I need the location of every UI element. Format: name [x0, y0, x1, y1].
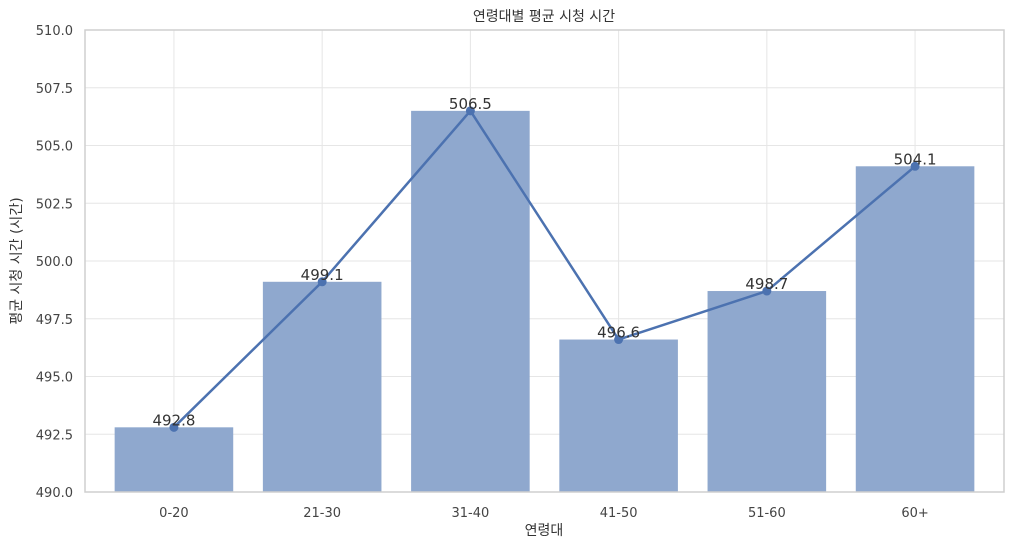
data-point [465, 106, 475, 116]
bar [559, 339, 678, 492]
x-tick-labels: 0-20 21-30 31-40 41-50 51-60 60+ [159, 506, 929, 521]
y-tick-label: 505.0 [36, 140, 73, 155]
x-tick-label: 21-30 [303, 506, 341, 521]
y-tick-label: 502.5 [36, 197, 73, 212]
data-label: 498.7 [745, 275, 788, 293]
x-tick-label: 31-40 [451, 506, 489, 521]
data-point [317, 277, 327, 287]
data-point [762, 286, 772, 296]
y-tick-label: 495.0 [36, 371, 73, 386]
bar [411, 110, 530, 492]
trend-line [169, 106, 920, 432]
data-label: 492.8 [152, 411, 195, 429]
bar [262, 281, 382, 492]
bar [707, 291, 827, 492]
y-axis-label: 평균 시청 시간 (시간) [9, 197, 25, 324]
x-tick-label: 0-20 [159, 506, 189, 521]
x-tick-label: 60+ [901, 506, 928, 521]
bar [114, 427, 234, 492]
data-label: 496.6 [597, 324, 640, 342]
data-labels: 492.8 499.1 506.5 496.6 498.7 504.1 [152, 95, 936, 429]
data-point [169, 422, 179, 432]
y-tick-label: 500.0 [36, 255, 73, 270]
y-tick-label: 490.0 [36, 486, 73, 501]
y-tick-label: 497.5 [36, 313, 73, 328]
data-label: 499.1 [301, 266, 344, 284]
x-tick-label: 41-50 [600, 506, 638, 521]
data-label: 504.1 [894, 150, 937, 168]
bar [855, 166, 975, 493]
x-axis-label: 연령대 [525, 523, 564, 539]
data-label: 506.5 [449, 95, 492, 113]
data-point [910, 161, 920, 171]
y-tick-labels: 490.0 492.5 495.0 497.5 500.0 502.5 505.0 507.5… [36, 24, 73, 501]
y-tick-label: 492.5 [36, 428, 73, 443]
data-point [614, 335, 624, 345]
y-tick-label: 507.5 [36, 82, 73, 97]
bars [114, 110, 975, 493]
plot-frame [84, 29, 1005, 493]
chart-title: 연령대별 평균 시청 시간 [473, 9, 615, 25]
y-tick-label: 510.0 [36, 24, 73, 39]
series-line [173, 109, 916, 429]
x-tick-label: 51-60 [748, 506, 786, 521]
